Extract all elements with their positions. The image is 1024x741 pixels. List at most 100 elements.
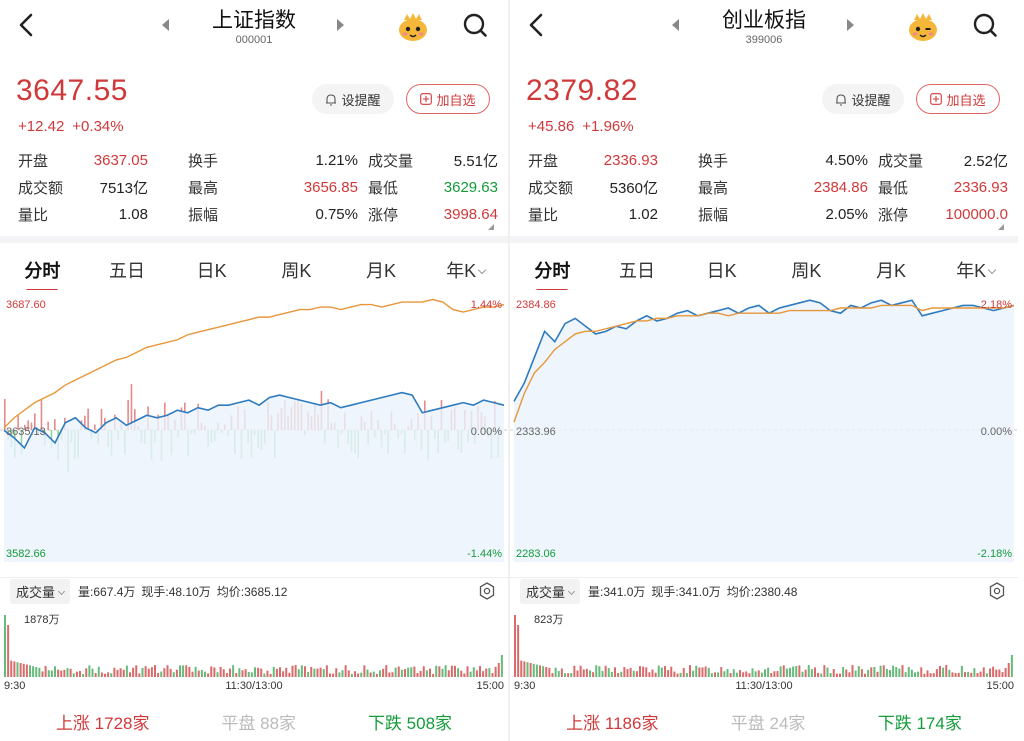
avg-price: 均价:2380.48 <box>726 585 798 599</box>
tab-3[interactable]: 周K <box>764 257 849 283</box>
decliners: 下跌 174家 <box>878 709 962 734</box>
triangle-right-icon[interactable] <box>336 18 346 32</box>
volume-bar <box>279 667 281 677</box>
volume-indicator-select[interactable]: 成交量 <box>520 579 581 604</box>
stat-value: 100000.0 <box>945 206 1008 223</box>
mini-volume-bar <box>20 430 23 455</box>
volume-bar <box>441 668 444 677</box>
tab-0[interactable]: 分时 <box>0 257 85 292</box>
volume-bar <box>898 668 901 677</box>
volume-bar <box>585 668 588 677</box>
volume-bar <box>341 670 344 677</box>
stat-cell: 振幅 2.05% <box>698 204 868 225</box>
volume-bar <box>194 666 197 677</box>
tab-3[interactable]: 周K <box>254 257 339 283</box>
add-watchlist-button[interactable]: 加自选 <box>406 84 490 114</box>
stat-cell: 开盘 2336.93 <box>528 150 658 171</box>
stat-value: 5.51亿 <box>453 153 498 170</box>
tab-4[interactable]: 月K <box>849 257 934 283</box>
volume-bar <box>979 671 982 677</box>
volume-bar <box>829 673 832 677</box>
volume-bar <box>154 665 156 677</box>
tab-2[interactable]: 日K <box>679 257 764 283</box>
mini-volume-bar <box>100 408 103 430</box>
x-axis-mid-label: 11:30/13:00 <box>225 680 282 692</box>
volume-bar <box>992 666 995 677</box>
chevron-left-icon[interactable] <box>524 10 550 40</box>
volume-bar <box>935 669 938 677</box>
price-area <box>4 392 504 562</box>
mini-volume-bar <box>30 422 33 430</box>
tab-1[interactable]: 五日 <box>85 257 170 283</box>
triangle-left-icon[interactable] <box>160 18 170 32</box>
stat-cell: 涨停 3998.64 <box>368 204 498 225</box>
volume-bar <box>976 673 979 677</box>
volume-bar <box>66 668 69 677</box>
set-alert-button[interactable]: 设提醒 <box>312 84 394 114</box>
search-icon[interactable] <box>972 12 998 38</box>
search-icon[interactable] <box>462 12 488 38</box>
add-watchlist-button[interactable]: 加自选 <box>916 84 1000 114</box>
volume-max-label: 1878万 <box>24 614 59 626</box>
intraday-chart[interactable]: 3687.60 3635.13 3582.66 1.44% 0.00% -1.44% <box>0 290 508 575</box>
tab-label: 日K <box>196 261 227 281</box>
volume-bar <box>617 673 620 677</box>
volume-bar <box>742 672 745 677</box>
tab-1[interactable]: 五日 <box>595 257 680 283</box>
volume-bar <box>926 670 929 677</box>
volume-bar <box>388 672 391 677</box>
volume-bar <box>867 669 870 677</box>
triangle-left-icon[interactable] <box>670 18 680 32</box>
volume-bar <box>29 665 31 677</box>
volume-bar <box>614 667 616 677</box>
tab-2[interactable]: 日K <box>169 257 254 283</box>
volume-bar <box>851 665 854 677</box>
volume-chart[interactable]: 823万 9:30 11:30/13:00 15:00 <box>510 605 1018 698</box>
tab-4[interactable]: 月K <box>339 257 424 283</box>
volume-indicator-select[interactable]: 成交量 <box>10 579 71 604</box>
volume-bar <box>247 671 250 677</box>
volume-bar <box>325 665 328 677</box>
volume-bar <box>973 668 976 677</box>
volume-bar <box>135 665 138 677</box>
set-alert-button[interactable]: 设提醒 <box>822 84 904 114</box>
tab-label: 分时 <box>24 261 61 281</box>
tab-5[interactable]: 年K <box>933 257 1018 283</box>
mini-volume-bar <box>27 420 29 430</box>
volume-bar <box>225 673 228 677</box>
mascot-icon[interactable] <box>396 10 430 42</box>
plus-square-icon <box>930 93 943 105</box>
price-line <box>513 299 1015 402</box>
expand-corner-icon[interactable] <box>488 224 494 230</box>
y-axis-top-label: 2384.86 <box>516 299 556 311</box>
mascot-icon[interactable] <box>906 10 940 42</box>
volume-bar <box>216 672 219 677</box>
mini-volume-bar <box>54 419 56 430</box>
tab-label: 五日 <box>109 261 145 281</box>
volume-bar <box>1007 663 1010 677</box>
volume-bar <box>820 673 823 677</box>
intraday-chart[interactable]: 2384.86 2333.96 2283.06 2.18% 0.00% -2.18% <box>510 290 1018 575</box>
triangle-right-icon[interactable] <box>846 18 856 32</box>
volume-bar <box>179 665 181 677</box>
gear-icon[interactable] <box>988 582 1006 600</box>
decliners-label: 下跌 <box>877 714 912 733</box>
gear-icon[interactable] <box>478 582 496 600</box>
volume-info: 量:341.0万 现手:341.0万 均价:2380.48 <box>588 583 803 600</box>
volume-bar <box>814 667 816 677</box>
current-hand: 现手:341.0万 <box>651 585 721 599</box>
volume-bar <box>360 672 363 677</box>
volume-chart[interactable]: 1878万 9:30 11:30/13:00 15:00 <box>0 605 508 698</box>
expand-corner-icon[interactable] <box>998 224 1004 230</box>
volume-bar <box>517 625 520 677</box>
volume-bar <box>920 667 923 677</box>
chevron-left-icon[interactable] <box>14 10 40 40</box>
tab-0[interactable]: 分时 <box>510 257 595 292</box>
tab-5[interactable]: 年K <box>423 257 508 283</box>
volume-bar <box>845 669 848 677</box>
volume-bar <box>222 669 225 677</box>
stat-cell: 最高 2384.86 <box>698 177 868 198</box>
stats-row: 量比 1.08 振幅 0.75% 涨停 3998.64 <box>18 201 498 228</box>
volume-bar <box>514 615 516 677</box>
volume-bar <box>554 667 557 677</box>
